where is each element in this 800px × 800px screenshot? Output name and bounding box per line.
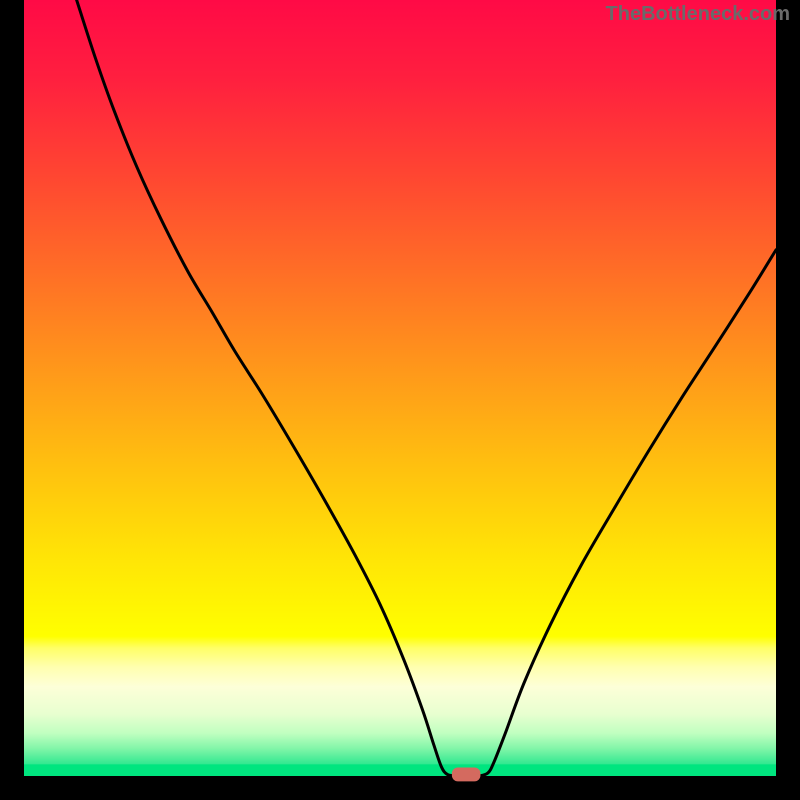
chart-container: TheBottleneck.com [0,0,800,800]
chart-background [24,0,776,776]
bottleneck-chart [0,0,800,800]
chart-border-right [776,0,800,800]
chart-bottom-band [24,764,776,776]
chart-border-bottom [0,776,800,800]
watermark-text: TheBottleneck.com [606,3,790,26]
optimal-marker [452,767,481,781]
chart-border-left [0,0,24,800]
